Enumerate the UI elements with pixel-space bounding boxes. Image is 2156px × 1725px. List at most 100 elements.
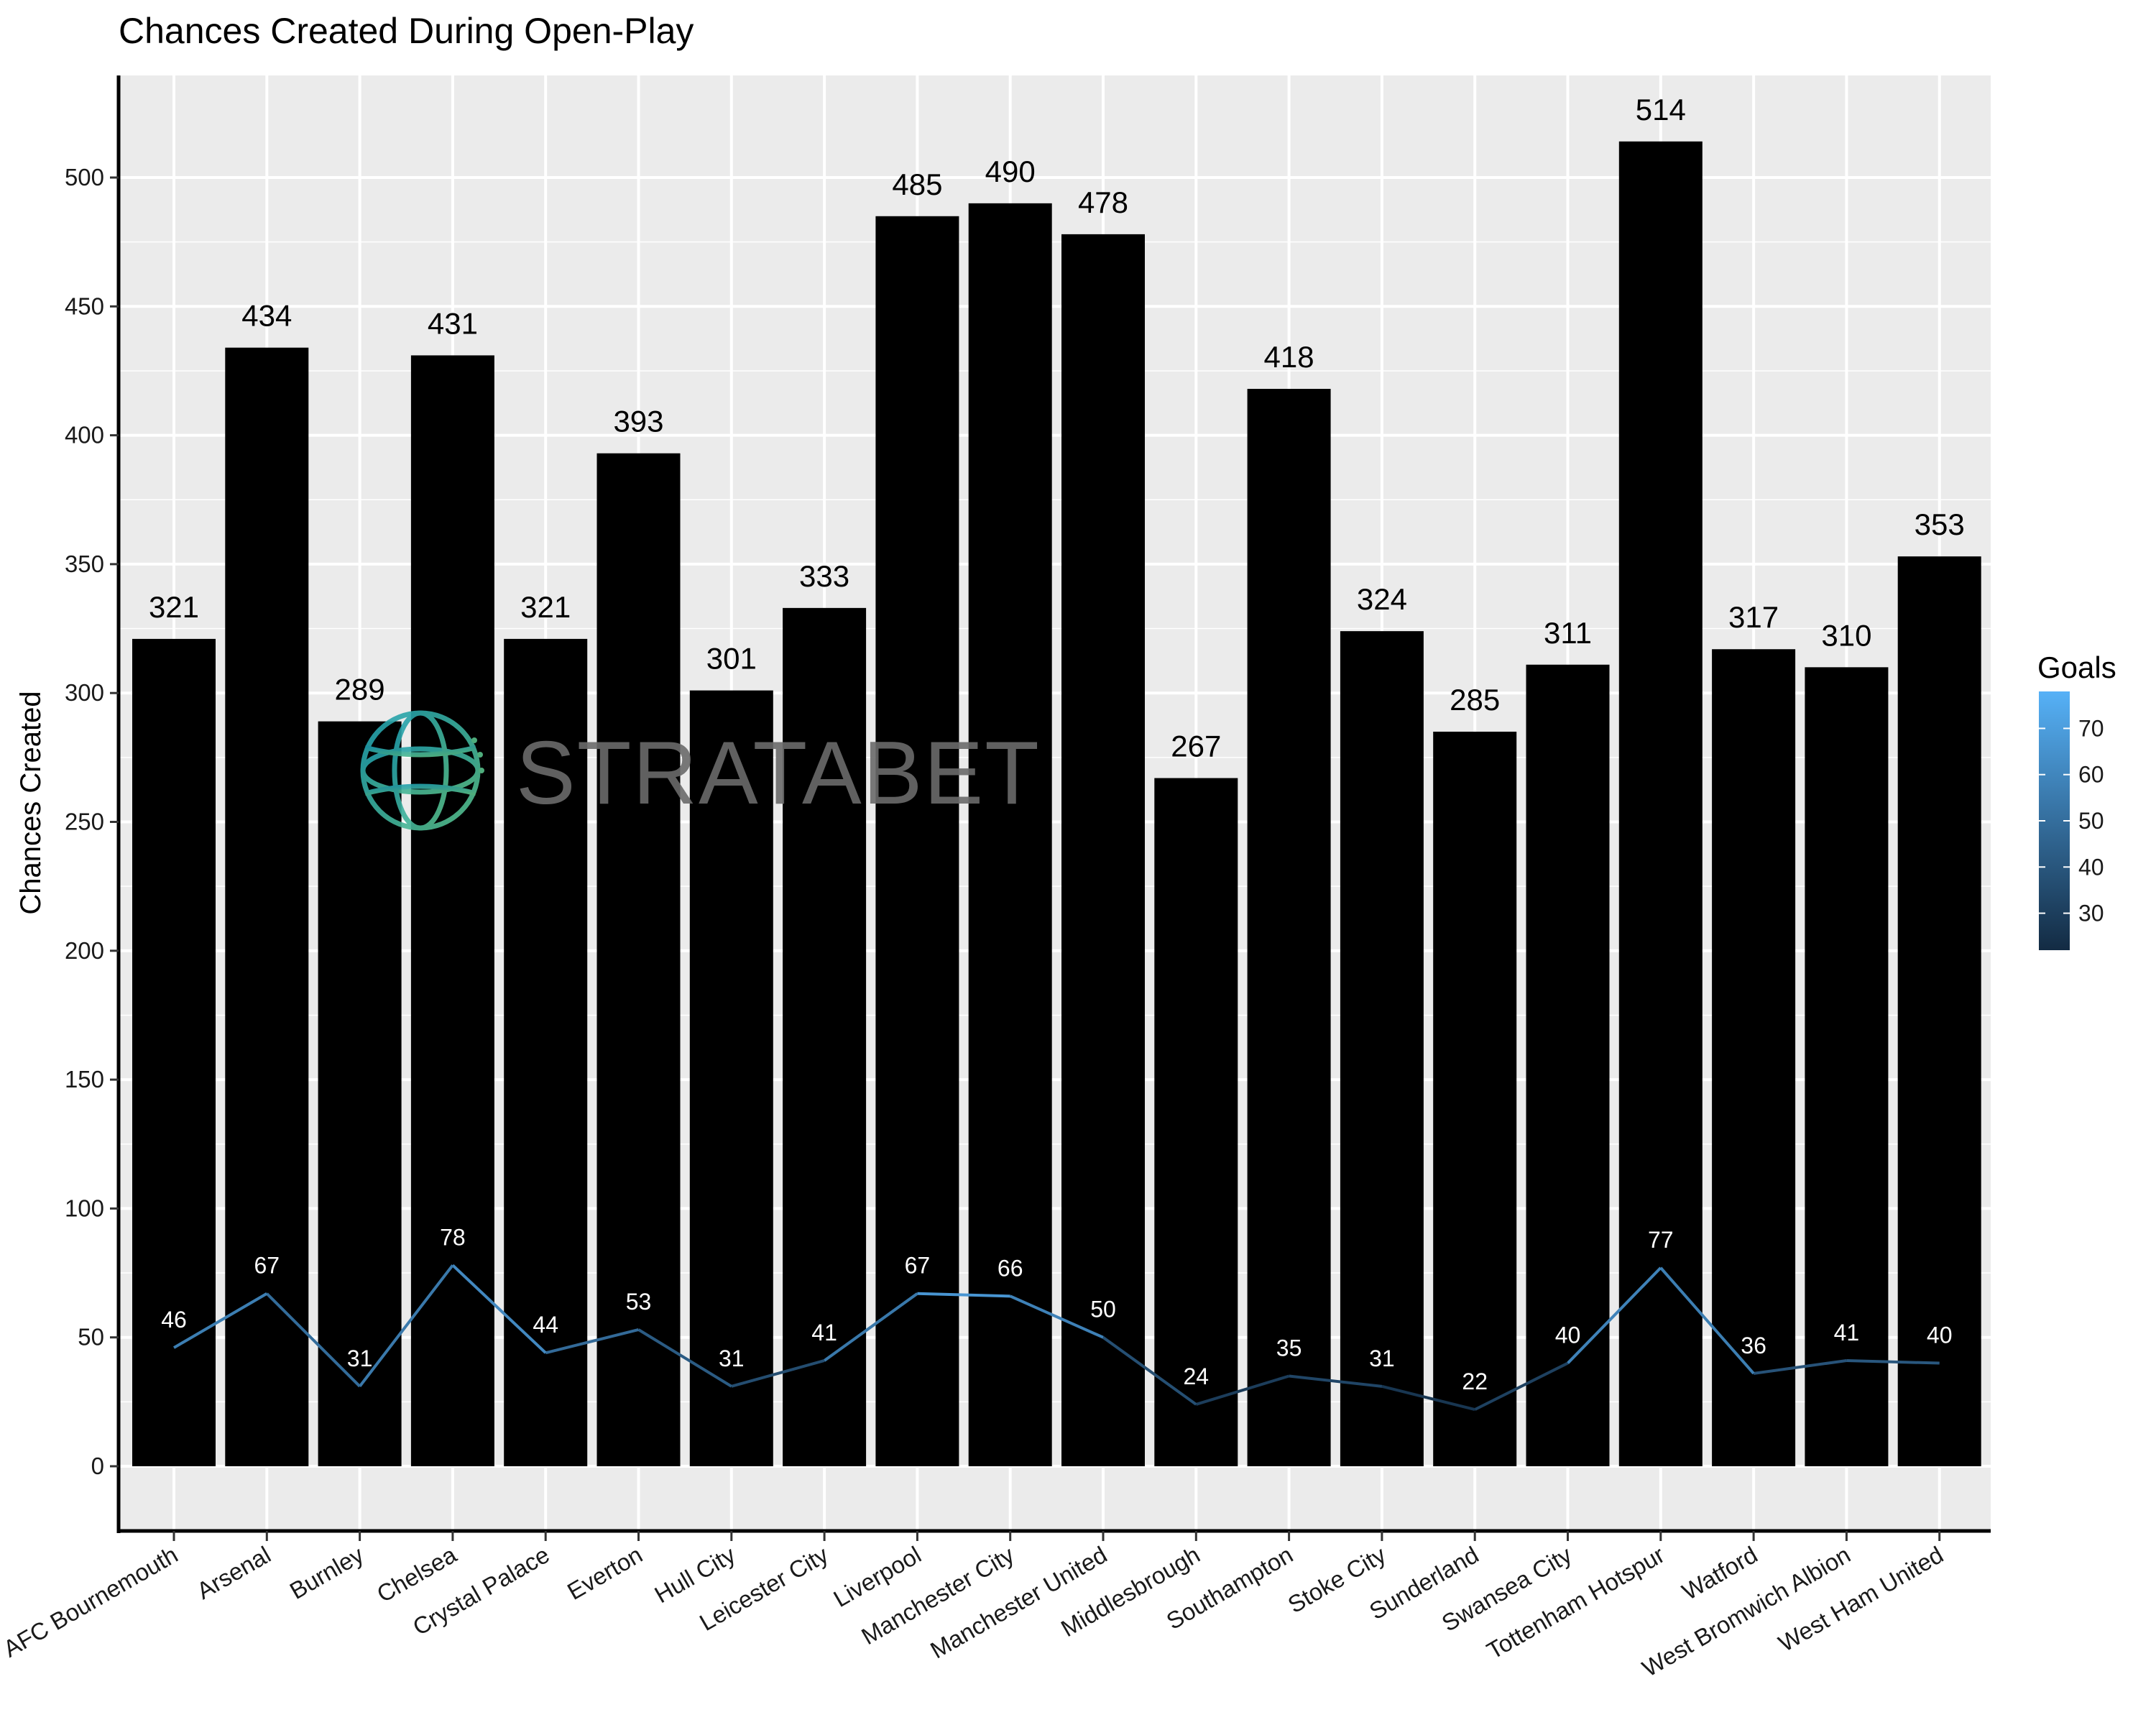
goals-value-label: 24	[1184, 1363, 1210, 1389]
bar-value-label: 289	[335, 673, 385, 707]
y-tick-label: 350	[65, 551, 104, 577]
bar	[1340, 631, 1424, 1466]
bar	[968, 203, 1052, 1466]
goals-value-label: 40	[1555, 1322, 1581, 1348]
goals-value-label: 31	[347, 1346, 373, 1371]
bar-value-label: 490	[985, 155, 1036, 188]
bar-value-label: 310	[1821, 618, 1871, 652]
y-tick-label: 250	[65, 809, 104, 835]
goals-line-segment	[1474, 1361, 1569, 1411]
goals-legend: Goals 30 40 50 60 70	[2037, 650, 2116, 950]
x-tick-label: Burnley	[285, 1541, 369, 1604]
goals-line-segment	[1289, 1374, 1383, 1388]
bar-value-label: 514	[1636, 93, 1686, 126]
goals-value-label: 77	[1648, 1227, 1674, 1253]
goals-line-segment	[172, 1292, 268, 1349]
bar-value-label: 353	[1915, 507, 1965, 541]
bar	[318, 721, 402, 1466]
bar-value-label: 324	[1357, 582, 1407, 616]
goals-value-label: 66	[998, 1255, 1023, 1281]
legend-tick-label: 70	[2078, 715, 2104, 741]
y-tick-label: 500	[65, 164, 104, 190]
goals-value-label: 41	[1834, 1320, 1860, 1346]
bar-value-label: 317	[1728, 600, 1779, 634]
goals-value-label: 44	[533, 1312, 558, 1338]
goals-line-segment	[637, 1328, 732, 1388]
bar	[875, 216, 959, 1466]
bar	[596, 453, 681, 1466]
goals-value-label: 78	[440, 1224, 466, 1250]
bar-value-label: 478	[1078, 185, 1128, 219]
legend-tick-label: 50	[2078, 808, 2104, 834]
bar	[1897, 556, 1981, 1466]
y-tick-label: 50	[78, 1324, 104, 1351]
goals-line-segment	[1846, 1358, 1940, 1365]
bar	[689, 690, 773, 1466]
legend-ticks-group: 30 40 50 60 70	[2039, 715, 2104, 926]
bar	[1061, 234, 1145, 1467]
goals-line-segment	[1381, 1384, 1475, 1412]
y-tick-label: 200	[65, 937, 104, 964]
y-axis-label: Chances Created	[15, 691, 47, 914]
legend-title: Goals	[2037, 650, 2116, 684]
watermark-text: STRATABET	[516, 724, 1041, 823]
y-tick-label: 150	[65, 1066, 104, 1092]
goals-line-segment	[545, 1328, 639, 1355]
goals-value-label: 67	[905, 1253, 931, 1279]
axes	[116, 75, 1991, 1533]
goals-value-label: 53	[626, 1289, 652, 1315]
globe-logo-icon	[360, 710, 484, 831]
bar-value-label: 267	[1171, 730, 1221, 763]
goals-line-segment	[1102, 1336, 1197, 1406]
x-tick-label: Tottenham Hotspur	[1482, 1541, 1669, 1664]
bar	[783, 607, 867, 1466]
bar-value-label: 431	[428, 306, 478, 340]
goals-value-label: 40	[1927, 1322, 1953, 1348]
goals-line-segment	[1009, 1294, 1104, 1339]
bar-value-label: 434	[241, 299, 292, 333]
goals-line-segment	[731, 1359, 825, 1388]
bar-value-label: 393	[613, 405, 663, 438]
goals-line-segment	[359, 1264, 454, 1388]
bar-value-label: 485	[892, 167, 942, 201]
bar	[1712, 649, 1796, 1466]
goals-value-label: 67	[254, 1253, 280, 1279]
bar-value-label: 321	[520, 590, 571, 624]
bar	[132, 638, 216, 1466]
y-tick-label: 100	[65, 1195, 104, 1221]
x-tick-label: West Ham United	[1774, 1541, 1948, 1657]
goals-value-label: 35	[1276, 1335, 1302, 1361]
goal-labels-group: 46 67 31 78 44 53 31 41 67 66 50 24 35 31 22 40 77 36 41 40	[161, 1224, 1952, 1394]
bar	[1247, 389, 1331, 1466]
goals-value-label: 41	[811, 1320, 837, 1346]
stratabet-watermark: STRATABET	[360, 710, 1041, 831]
x-tick-label: Everton	[563, 1541, 647, 1605]
bar-value-label: 418	[1264, 340, 1314, 374]
bar-value-label: 333	[799, 559, 849, 593]
bar	[1433, 731, 1517, 1466]
legend-tick-label: 60	[2078, 762, 2104, 788]
bar	[225, 347, 309, 1466]
x-ticks-group: AFC Bournemouth Arsenal Burnley ChelseaCrys…	[0, 1531, 1948, 1682]
goals-line-segment	[1753, 1358, 1847, 1375]
goals-value-label: 31	[719, 1346, 745, 1371]
goals-value-label: 36	[1741, 1333, 1766, 1358]
bar-value-label: 285	[1450, 683, 1500, 717]
goals-line-segment	[451, 1264, 547, 1354]
bar-value-label: 301	[706, 642, 757, 676]
y-tick-label: 400	[65, 422, 104, 448]
goals-line-segment	[1567, 1266, 1662, 1364]
bar-value-label: 321	[149, 590, 199, 624]
goals-value-label: 46	[161, 1307, 187, 1333]
chart-title: Chances Created During Open-Play	[119, 11, 694, 51]
goals-line-segment	[1659, 1266, 1755, 1375]
goals-value-label: 31	[1369, 1346, 1395, 1371]
goals-line-segment	[823, 1292, 918, 1362]
legend-tick-label: 30	[2078, 901, 2104, 926]
y-tick-label: 300	[65, 679, 104, 706]
x-tick-label: AFC Bournemouth	[0, 1541, 183, 1662]
goals-value-label: 22	[1462, 1368, 1488, 1394]
bar	[1154, 778, 1238, 1466]
bars-group	[132, 141, 1981, 1467]
